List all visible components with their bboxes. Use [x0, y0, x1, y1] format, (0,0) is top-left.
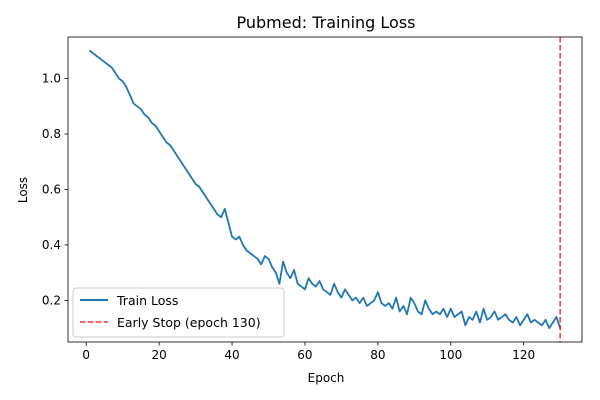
chart-title: Pubmed: Training Loss	[236, 13, 415, 32]
y-tick-label: 0.8	[42, 127, 61, 141]
legend-box	[72, 287, 285, 338]
legend-early-stop-label: Early Stop (epoch 130)	[117, 315, 261, 330]
y-axis-label: Loss	[16, 177, 30, 203]
legend: Train Loss Early Stop (epoch 130)	[72, 287, 285, 338]
y-tick-label: 0.4	[42, 238, 61, 252]
x-tick-label: 80	[370, 348, 385, 362]
series-line-train-loss	[88, 49, 562, 330]
y-tick-label: 0.2	[42, 293, 61, 307]
y-tick-label: 0.6	[42, 183, 61, 197]
x-axis-ticks: 0 20 40 60 80 100 120	[82, 342, 535, 362]
x-tick-label: 0	[82, 348, 90, 362]
legend-train-loss-label: Train Loss	[116, 293, 178, 308]
y-tick-label: 1.0	[42, 72, 61, 86]
x-tick-label: 100	[439, 348, 462, 362]
x-tick-label: 120	[512, 348, 535, 362]
x-tick-label: 40	[224, 348, 239, 362]
y-axis-ticks: 0.2 0.4 0.6 0.8 1.0	[42, 72, 68, 307]
x-tick-label: 20	[151, 348, 166, 362]
x-axis-label: Epoch	[308, 371, 345, 385]
x-tick-label: 60	[297, 348, 312, 362]
